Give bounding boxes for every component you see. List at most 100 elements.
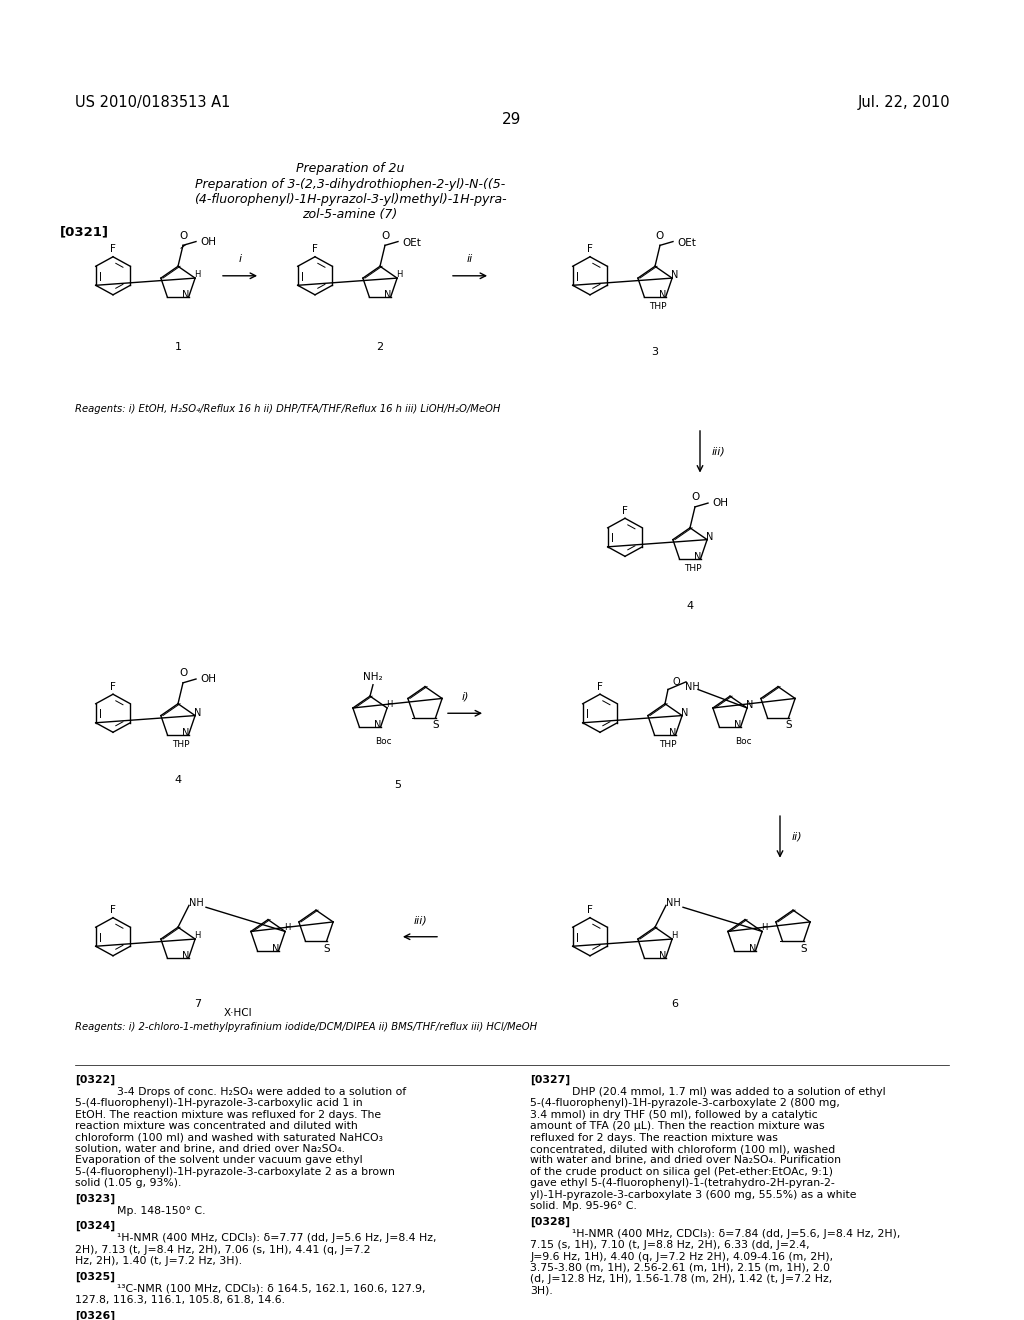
Text: H: H (396, 269, 402, 279)
Text: N: N (749, 944, 757, 953)
Text: [0323]: [0323] (75, 1193, 115, 1204)
Text: H: H (194, 931, 201, 940)
Text: [0327]: [0327] (530, 1074, 570, 1085)
Text: reaction mixture was concentrated and diluted with: reaction mixture was concentrated and di… (75, 1121, 357, 1131)
Text: N: N (681, 708, 689, 718)
Text: F: F (110, 906, 116, 915)
Text: ¹H-NMR (400 MHz, CDCl₃): δ=7.84 (dd, J=5.6, J=8.4 Hz, 2H),: ¹H-NMR (400 MHz, CDCl₃): δ=7.84 (dd, J=5… (572, 1229, 900, 1238)
Text: S: S (801, 944, 807, 953)
Text: NH: NH (188, 899, 204, 908)
Text: N: N (672, 271, 679, 280)
Text: O: O (672, 677, 680, 686)
Text: [0326]: [0326] (75, 1311, 115, 1320)
Text: J=9.6 Hz, 1H), 4.40 (q, J=7.2 Hz 2H), 4.09-4.16 (m, 2H),: J=9.6 Hz, 1H), 4.40 (q, J=7.2 Hz 2H), 4.… (530, 1251, 834, 1262)
Text: refluxed for 2 days. The reaction mixture was: refluxed for 2 days. The reaction mixtur… (530, 1133, 778, 1143)
Text: gave ethyl 5-(4-fluorophenyl)-1-(tetrahydro-2H-pyran-2-: gave ethyl 5-(4-fluorophenyl)-1-(tetrahy… (530, 1179, 835, 1188)
Text: N: N (195, 708, 202, 718)
Text: 1: 1 (174, 342, 181, 352)
Text: F: F (110, 244, 116, 255)
Text: N: N (707, 532, 714, 541)
Text: 3-4 Drops of conc. H₂SO₄ were added to a solution of: 3-4 Drops of conc. H₂SO₄ were added to a… (117, 1086, 407, 1097)
Text: F: F (587, 244, 593, 255)
Text: solid (1.05 g, 93%).: solid (1.05 g, 93%). (75, 1179, 181, 1188)
Text: X·HCl: X·HCl (223, 1008, 252, 1018)
Text: H: H (671, 931, 677, 940)
Text: N: N (182, 952, 189, 961)
Text: N: N (384, 290, 391, 301)
Text: EtOH. The reaction mixture was refluxed for 2 days. The: EtOH. The reaction mixture was refluxed … (75, 1110, 381, 1119)
Text: F: F (597, 681, 603, 692)
Text: N: N (658, 290, 667, 301)
Text: THP: THP (684, 564, 701, 573)
Text: Preparation of 2u: Preparation of 2u (296, 161, 404, 174)
Text: [0325]: [0325] (75, 1271, 115, 1282)
Text: Preparation of 3-(2,3-dihydrothiophen-2-yl)-N-((5-: Preparation of 3-(2,3-dihydrothiophen-2-… (195, 178, 505, 191)
Text: US 2010/0183513 A1: US 2010/0183513 A1 (75, 95, 230, 110)
Text: F: F (622, 506, 628, 516)
Text: OH: OH (200, 236, 216, 247)
Text: Hz, 2H), 1.40 (t, J=7.2 Hz, 3H).: Hz, 2H), 1.40 (t, J=7.2 Hz, 3H). (75, 1257, 242, 1266)
Text: i): i) (461, 692, 469, 702)
Text: 3: 3 (651, 347, 658, 358)
Text: F: F (587, 906, 593, 915)
Text: 3H).: 3H). (530, 1286, 553, 1296)
Text: ii): ii) (792, 832, 803, 842)
Text: [0328]: [0328] (530, 1216, 570, 1226)
Text: OH: OH (200, 675, 216, 684)
Text: i: i (239, 255, 242, 264)
Text: (4-fluorophenyl)-1H-pyrazol-3-yl)methyl)-1H-pyra-: (4-fluorophenyl)-1H-pyrazol-3-yl)methyl)… (194, 193, 506, 206)
Text: [0321]: [0321] (60, 226, 109, 239)
Text: 5-(4-fluorophenyl)-1H-pyrazole-3-carboxylate 2 (800 mg,: 5-(4-fluorophenyl)-1H-pyrazole-3-carboxy… (530, 1098, 840, 1109)
Text: THP: THP (172, 739, 189, 748)
Text: H: H (386, 700, 392, 709)
Text: S: S (785, 721, 792, 730)
Text: 4: 4 (174, 775, 181, 785)
Text: Evaporation of the solvent under vacuum gave ethyl: Evaporation of the solvent under vacuum … (75, 1155, 362, 1166)
Text: 4: 4 (686, 601, 693, 611)
Text: concentrated, diluted with chloroform (100 ml), washed: concentrated, diluted with chloroform (1… (530, 1144, 836, 1154)
Text: Jul. 22, 2010: Jul. 22, 2010 (857, 95, 950, 110)
Text: zol-5-amine (7): zol-5-amine (7) (302, 209, 397, 222)
Text: 5: 5 (394, 780, 401, 789)
Text: O: O (179, 231, 187, 240)
Text: solid. Mp. 95-96° C.: solid. Mp. 95-96° C. (530, 1201, 637, 1212)
Text: H: H (284, 923, 291, 932)
Text: OEt: OEt (402, 239, 422, 248)
Text: O: O (381, 231, 389, 240)
Text: iii): iii) (413, 915, 427, 925)
Text: 127.8, 116.3, 116.1, 105.8, 61.8, 14.6.: 127.8, 116.3, 116.1, 105.8, 61.8, 14.6. (75, 1295, 285, 1305)
Text: 5-(4-fluorophenyl)-1H-pyrazole-3-carboxylic acid 1 in: 5-(4-fluorophenyl)-1H-pyrazole-3-carboxy… (75, 1098, 362, 1109)
Text: 2H), 7.13 (t, J=8.4 Hz, 2H), 7.06 (s, 1H), 4.41 (q, J=7.2: 2H), 7.13 (t, J=8.4 Hz, 2H), 7.06 (s, 1H… (75, 1245, 371, 1255)
Text: of the crude product on silica gel (Pet-ether:EtOAc, 9:1): of the crude product on silica gel (Pet-… (530, 1167, 833, 1177)
Text: Boc: Boc (735, 737, 752, 746)
Text: N: N (694, 552, 701, 562)
Text: NH: NH (666, 899, 680, 908)
Text: chloroform (100 ml) and washed with saturated NaHCO₃: chloroform (100 ml) and washed with satu… (75, 1133, 383, 1143)
Text: N: N (658, 952, 667, 961)
Text: N: N (182, 290, 189, 301)
Text: F: F (312, 244, 317, 255)
Text: H: H (194, 269, 201, 279)
Text: NH: NH (685, 681, 699, 692)
Text: DHP (20.4 mmol, 1.7 ml) was added to a solution of ethyl: DHP (20.4 mmol, 1.7 ml) was added to a s… (572, 1086, 886, 1097)
Text: Mp. 148-150° C.: Mp. 148-150° C. (117, 1206, 206, 1216)
Text: F: F (110, 681, 116, 692)
Text: O: O (179, 668, 187, 678)
Text: NH₂: NH₂ (364, 672, 383, 682)
Text: S: S (432, 721, 439, 730)
Text: [0324]: [0324] (75, 1221, 115, 1232)
Text: N: N (182, 727, 189, 738)
Text: Boc: Boc (375, 737, 392, 746)
Text: N: N (374, 721, 381, 730)
Text: [0322]: [0322] (75, 1074, 115, 1085)
Text: 3.4 mmol) in dry THF (50 ml), followed by a catalytic: 3.4 mmol) in dry THF (50 ml), followed b… (530, 1110, 817, 1119)
Text: Reagents: i) EtOH, H₂SO₄/Reflux 16 h ii) DHP/TFA/THF/Reflux 16 h iii) LiOH/H₂O/M: Reagents: i) EtOH, H₂SO₄/Reflux 16 h ii)… (75, 404, 501, 414)
Text: 5-(4-fluorophenyl)-1H-pyrazole-3-carboxylate 2 as a brown: 5-(4-fluorophenyl)-1H-pyrazole-3-carboxy… (75, 1167, 395, 1177)
Text: 7: 7 (195, 998, 202, 1008)
Text: N: N (734, 721, 741, 730)
Text: THP: THP (658, 739, 676, 748)
Text: N: N (746, 700, 754, 710)
Text: O: O (656, 231, 665, 240)
Text: OEt: OEt (678, 239, 696, 248)
Text: yl)-1H-pyrazole-3-carboxylate 3 (600 mg, 55.5%) as a white: yl)-1H-pyrazole-3-carboxylate 3 (600 mg,… (530, 1189, 856, 1200)
